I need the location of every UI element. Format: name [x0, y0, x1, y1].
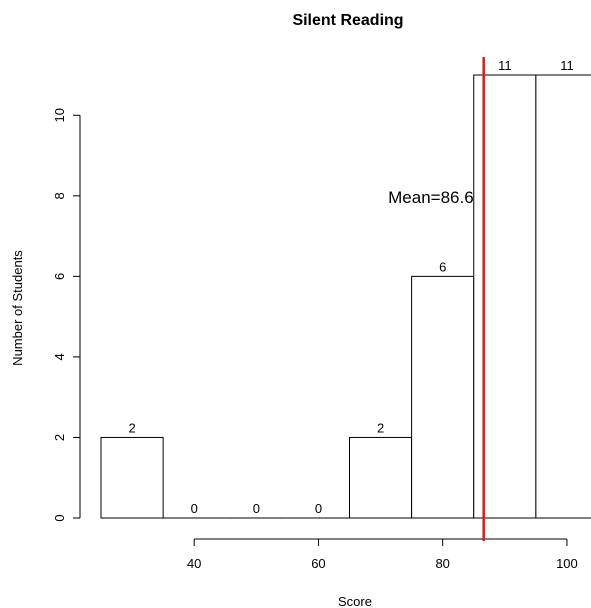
x-tick-label-0: 40: [187, 556, 201, 571]
x-axis-label: Score: [338, 594, 372, 608]
bar-count-label-6: 11: [498, 58, 512, 73]
histogram-bar-5: [411, 275, 475, 519]
bar-count-label-0: 2: [128, 420, 135, 435]
bar-count-label-7: 11: [560, 58, 574, 73]
x-axis: 40 60 80 100: [187, 538, 578, 571]
bar-count-label-4: 2: [377, 420, 384, 435]
x-tick-label-3: 100: [556, 556, 578, 571]
histogram-bar-0: [100, 436, 164, 519]
y-tick-label-0: 0: [52, 514, 67, 521]
y-axis: 0 2 4 6 8 10: [52, 108, 81, 522]
bar-count-label-3: 0: [315, 501, 322, 516]
y-tick-label-3: 6: [52, 273, 67, 280]
y-axis-label: Number of Students: [10, 250, 25, 366]
mean-label: Mean=86.6: [388, 188, 474, 207]
y-tick-label-5: 10: [52, 108, 67, 122]
histogram-bar-7: [535, 74, 591, 519]
x-tick-label-1: 60: [311, 556, 325, 571]
bars-group: [100, 74, 591, 519]
bar-count-label-1: 0: [191, 501, 198, 516]
histogram-bar-4: [349, 436, 413, 519]
bar-labels-group: 2 0 0 0 2 6 11 11: [128, 58, 573, 516]
y-tick-label-2: 4: [52, 353, 67, 360]
x-tick-label-2: 80: [435, 556, 449, 571]
bar-count-label-2: 0: [253, 501, 260, 516]
chart-title: Silent Reading: [292, 12, 403, 29]
bar-count-label-5: 6: [439, 259, 446, 274]
y-tick-label-4: 8: [52, 192, 67, 199]
y-tick-label-1: 2: [52, 434, 67, 441]
